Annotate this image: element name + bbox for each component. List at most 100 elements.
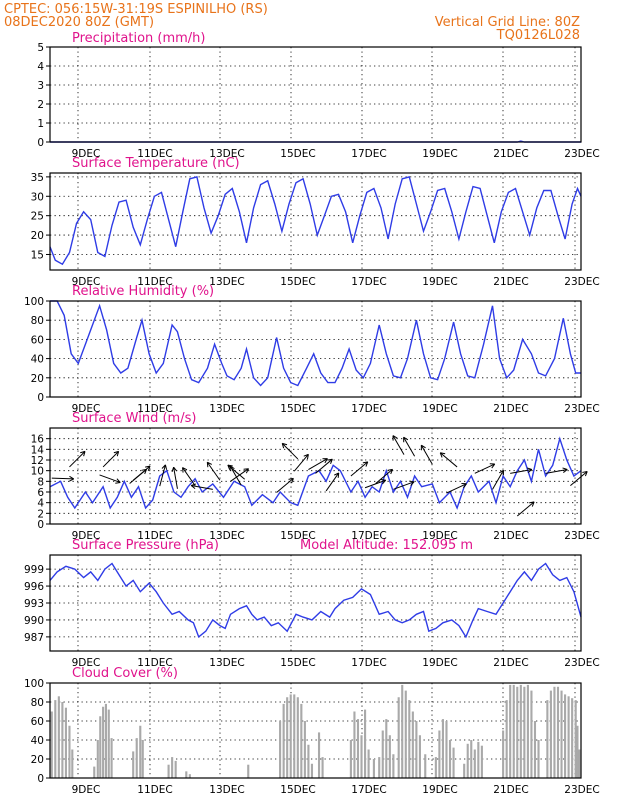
precip-xtick-label: 13DEC [209,148,244,160]
cloud-bar [57,696,60,778]
pressure-xtick-label: 9DEC [72,657,101,669]
cloud-bar [560,690,563,778]
temp-xtick-label: 23DEC [564,276,599,288]
cloud-bar [381,730,384,778]
cloud-bar [367,749,370,778]
wind-ytick-label: 16 [31,434,45,446]
cloud-bar [303,721,306,778]
precip-xtick-label: 11DEC [137,148,172,160]
rh-xtick-label: 9DEC [72,403,101,415]
precip-title: Precipitation (mm/h) [72,31,205,46]
cloud-bar [378,757,381,778]
pressure-ytick-label: 987 [24,632,44,644]
wind-xtick-label: 15DEC [280,530,315,542]
wind-arrow [545,467,568,474]
pressure-ytick-label: 996 [24,581,44,593]
precip-xtick-label: 9DEC [72,148,101,160]
wind-ytick-label: 12 [31,455,44,467]
wind-ytick-label: 10 [31,466,44,478]
cloud-bar [107,709,110,778]
cloud-bar [54,700,57,778]
wind-xtick-label: 21DEC [493,530,528,542]
precip-ytick-label: 2 [37,99,44,111]
cloud-bar [512,684,515,778]
wind-arrow [308,458,328,471]
wind-series-line [49,436,582,510]
wind-arrow [276,477,294,493]
cloud-bar [502,730,505,778]
cloud-bar [553,686,556,778]
temp-xtick-label: 15DEC [280,276,315,288]
temp-panel: Surface Temperature (nC) 15 20 25 30 35 9DEC 11… [31,156,600,288]
cloud-bar [448,740,452,778]
wind-arrow [171,466,178,489]
rh-xtick-label: 19DEC [422,403,457,415]
wind-xtick-label: 13DEC [209,530,244,542]
rh-panel: Relative Humidity (%) 0 20 40 60 80 100 9DEC 11D… [24,284,600,415]
temp-ytick-label: 15 [31,249,44,261]
rh-ytick-label: 0 [37,392,44,404]
wind-arrow [364,478,387,489]
cloud-title: Cloud Cover (%) [72,666,178,681]
wind-arrow [325,472,340,492]
pressure-ytick-label: 990 [24,615,44,627]
wind-arrow [350,461,369,477]
rh-title: Relative Humidity (%) [72,284,214,299]
wind-arrow [102,450,120,468]
wind-arrow [190,483,213,490]
rh-xtick-label: 15DEC [280,403,315,415]
cloud-bar [571,698,574,778]
cloud-bar [509,684,512,778]
rh-xtick-label: 21DEC [493,403,528,415]
cloud-ytick-label: 0 [37,773,44,785]
temp-xtick-label: 19DEC [422,276,457,288]
cloud-bar [99,716,102,778]
rh-xtick-label: 13DEC [209,403,244,415]
pressure-ytick-label: 993 [24,598,44,610]
cloud-bar [404,690,407,778]
wind-ytick-label: 6 [37,487,44,499]
cloud-bar [93,766,96,778]
precip-xtick-label: 19DEC [422,148,457,160]
cloud-bar [167,764,170,778]
cloud-bar [424,754,427,778]
wind-arrow [281,442,299,460]
wind-ytick-label: 2 [37,508,44,520]
pressure-panel: Surface Pressure (hPa) Model Altitude: 15… [24,538,600,669]
cloud-bar [310,763,314,778]
rh-ytick-label: 100 [24,296,44,308]
pressure-xtick-label: 13DEC [209,657,244,669]
cloud-bar [296,697,299,778]
pressure-frame [49,554,582,652]
cloud-bar [286,697,289,778]
cloud-bar [397,697,400,778]
wind-frame [49,427,582,525]
cloud-bar [385,719,388,778]
cloud-bar [135,738,138,778]
cloud-bar [388,735,391,778]
temp-xtick-label: 17DEC [351,276,386,288]
cloud-bar [64,707,67,778]
cloud-xtick-label: 21DEC [493,784,528,796]
cloud-xtick-label: 11DEC [137,784,172,796]
cloud-bar [564,694,567,778]
cloud-bar [289,694,292,778]
wind-xtick-label: 9DEC [72,530,101,542]
temp-ytick-label: 30 [31,191,44,203]
wind-arrow [439,452,458,468]
rh-xtick-label: 11DEC [137,403,172,415]
wind-arrow [510,467,533,474]
rh-ytick-label: 20 [31,373,44,385]
cloud-ytick-label: 40 [31,735,44,747]
cloud-bar [480,745,483,778]
cloud-ytick-label: 100 [24,678,44,690]
temp-series-line [49,176,582,266]
cloud-bar [279,721,282,778]
cloud-bar [372,759,375,778]
temp-title: Surface Temperature (nC) [72,156,240,171]
wind-ytick-label: 4 [37,498,44,510]
cloud-bar [576,725,579,778]
cloud-bar [392,754,395,778]
header-grid-note: Vertical Grid Line: 80Z [435,15,580,30]
